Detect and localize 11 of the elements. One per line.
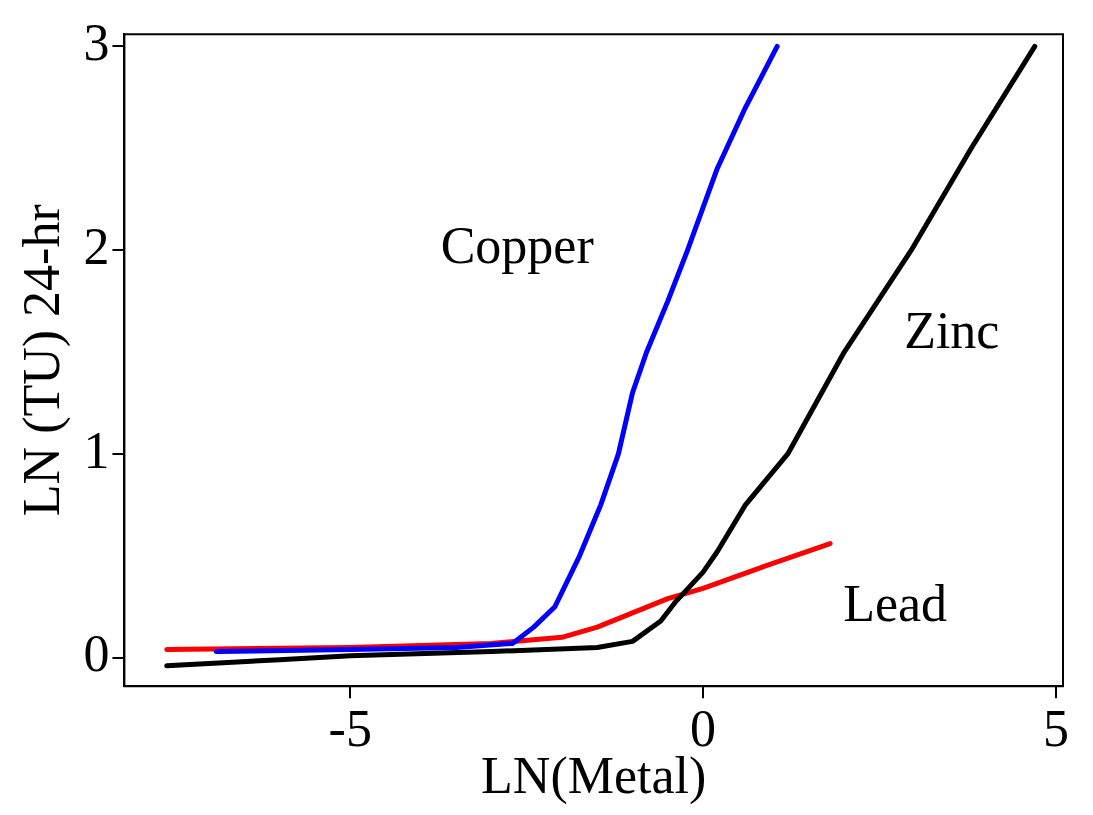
series-label: Zinc — [904, 302, 1000, 360]
y-axis-title: LN (TU) 24-hr — [12, 204, 71, 517]
y-tick-label: 2 — [83, 217, 110, 275]
y-tick-label: 0 — [83, 625, 110, 683]
y-tick-label: 1 — [83, 421, 110, 479]
x-tick-label: -5 — [328, 700, 372, 758]
y-tick-label: 3 — [83, 14, 110, 72]
series-label: Copper — [440, 217, 594, 275]
x-tick-label: 5 — [1042, 700, 1069, 758]
x-axis-title: LN(Metal) — [481, 747, 707, 806]
series-label: Lead — [843, 575, 948, 633]
